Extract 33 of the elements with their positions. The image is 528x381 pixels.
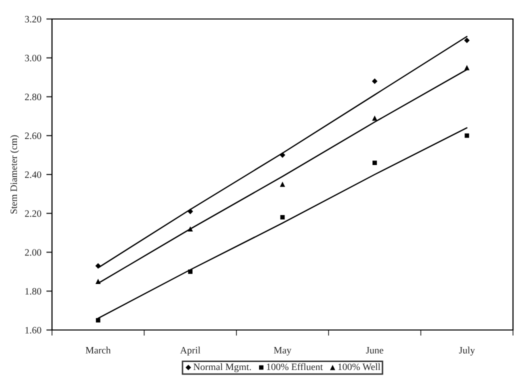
point: [95, 263, 101, 269]
point: [372, 116, 378, 121]
point: [188, 269, 192, 274]
point: [280, 215, 285, 220]
y-axis-title: Stem Diameter (cm): [10, 135, 20, 214]
y-tick-label: 2.80: [24, 94, 42, 100]
y-tick-label: 3.00: [25, 54, 42, 62]
point: [464, 133, 470, 138]
point: [464, 38, 470, 44]
point: [96, 278, 101, 284]
x-tick-label: July: [459, 346, 475, 356]
y-tick-label: 1.60: [25, 326, 42, 334]
x-tick-label: May: [274, 347, 292, 356]
x-tick-label: March: [86, 346, 111, 354]
point: [280, 152, 286, 158]
legend-label: 100% Effluent: [266, 363, 323, 370]
y-tick-label: 2.00: [24, 249, 42, 256]
point: [372, 78, 378, 84]
point: [188, 208, 194, 214]
y-tick-label: 2.40: [24, 171, 42, 178]
y-tick-label: 2.20: [24, 210, 42, 217]
point: [464, 64, 470, 70]
x-tick-label: April: [180, 346, 200, 356]
point: [280, 182, 286, 187]
y-tick-label: 3.20: [25, 16, 42, 23]
point: [96, 318, 100, 322]
x-tick-label: June: [366, 347, 384, 354]
legend-label: Normal Mgmt.: [193, 363, 251, 372]
y-tick-label: 2.60: [24, 132, 42, 140]
point: [188, 226, 193, 232]
legend-label: 100% Well: [338, 363, 380, 370]
point: [372, 160, 377, 166]
y-tick-label: 1.80: [25, 288, 42, 295]
